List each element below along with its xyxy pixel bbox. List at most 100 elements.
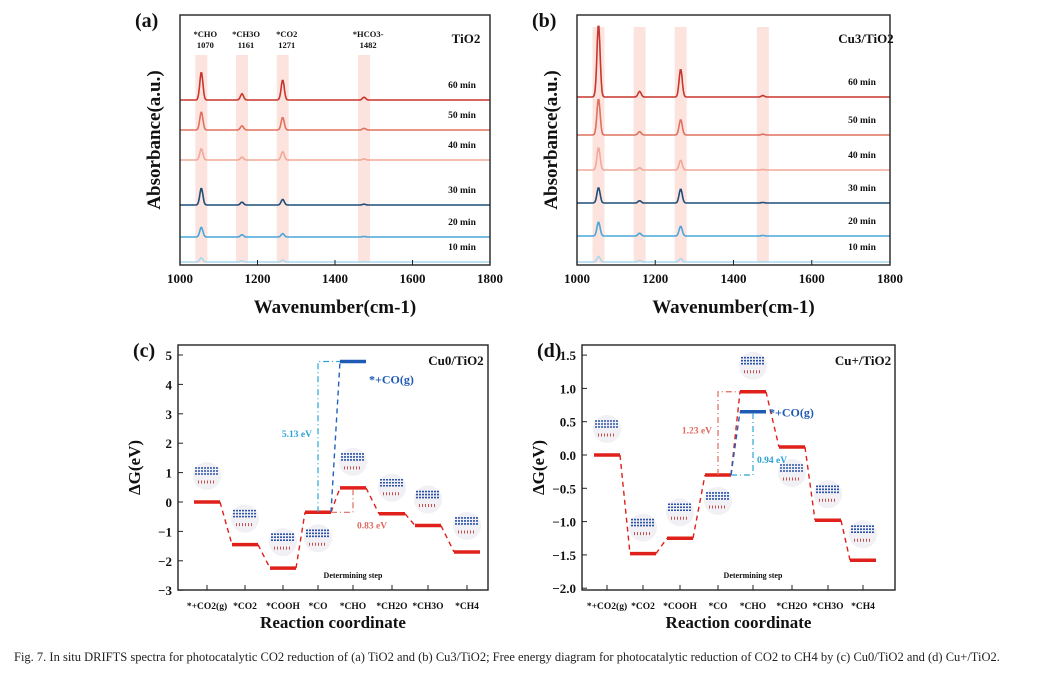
series-label: 50 min: [448, 111, 476, 121]
series-label: 40 min: [448, 141, 476, 151]
adsorbate-structure-icon: [339, 447, 367, 476]
y-tick-label: 0: [166, 495, 173, 510]
y-axis-label: Absorbance(a.u.): [144, 70, 165, 209]
y-tick-label: −2.0: [552, 581, 576, 596]
branch-connector: [330, 361, 341, 513]
x-tick-label: 1600: [400, 271, 426, 286]
energy-connector: [295, 512, 306, 569]
panel-label: (b): [532, 10, 556, 32]
adsorbate-structure-icon: [814, 480, 842, 509]
x-tick-label: *COOH: [663, 602, 697, 612]
y-tick-label: −2: [158, 554, 172, 569]
spectrum-line: [180, 72, 490, 101]
adsorbate-structure-icon: [453, 511, 481, 540]
chart-title: Cu3/TiO2: [838, 31, 893, 46]
x-tick-label: *COOH: [266, 602, 300, 612]
band-label: *CHO: [194, 29, 218, 39]
peak-band: [195, 55, 208, 263]
x-tick-label: *+CO2(g): [187, 601, 227, 612]
adsorbate-structure-icon: [231, 504, 259, 533]
series-label: 10 min: [448, 243, 476, 253]
x-tick-label: *CH4: [851, 602, 875, 612]
series-label: 20 min: [848, 217, 876, 227]
barrier-label: 1.23 eV: [682, 426, 712, 436]
plot-frame: [576, 14, 891, 266]
peak-band: [756, 27, 769, 263]
band-value: 1482: [360, 40, 377, 50]
y-tick-label: 1: [166, 466, 173, 481]
chart-title: Cu0/TiO2: [428, 353, 483, 368]
x-tick-label: *CO2: [631, 602, 655, 612]
energy-connector: [765, 391, 780, 448]
chart-title: TiO2: [452, 31, 481, 46]
energy-connector: [330, 487, 341, 513]
band-value: 1271: [278, 40, 295, 50]
peak-band: [276, 55, 289, 263]
branch-label: *+CO(g): [369, 372, 414, 386]
band-label: *HCO3-: [353, 29, 384, 39]
spectrum-line: [180, 187, 490, 206]
x-axis-label: Reaction coordinate: [260, 613, 406, 632]
y-axis-label: ΔG(eV): [125, 440, 144, 495]
adsorbate-structure-icon: [849, 520, 877, 549]
x-tick-label: *CO: [309, 602, 328, 612]
plot-frame: [179, 14, 491, 266]
series-label: 20 min: [448, 218, 476, 228]
x-axis-label: Wavenumber(cm-1): [652, 297, 815, 318]
adsorbate-structure-icon: [739, 351, 767, 380]
spectrum-line: [577, 25, 890, 98]
y-tick-label: 4: [166, 377, 173, 392]
y-tick-label: −1.0: [552, 515, 576, 530]
barrier-bracket: [331, 489, 354, 513]
series-label: 50 min: [848, 116, 876, 126]
x-tick-label: 1000: [167, 271, 193, 286]
y-tick-label: 3: [166, 407, 173, 422]
adsorbate-structure-icon: [414, 485, 442, 514]
y-tick-label: −0.5: [552, 481, 576, 496]
branch-label: *+CO(g): [769, 406, 814, 420]
x-tick-label: *CHO: [340, 602, 366, 612]
barrier-label: 0.83 eV: [357, 521, 387, 531]
y-tick-label: 5: [166, 348, 173, 363]
y-axis-label: Absorbance(a.u.): [541, 70, 562, 209]
figure-caption: Fig. 7. In situ DRIFTS spectra for photo…: [14, 650, 1000, 664]
adsorbate-structure-icon: [704, 486, 732, 515]
band-label: *CH3O: [232, 29, 260, 39]
energy-connector: [840, 520, 851, 561]
plot-frame: [177, 344, 489, 591]
adsorbate-structure-icon: [378, 473, 406, 502]
spectrum-line: [180, 111, 490, 131]
plot-frame: [581, 344, 896, 591]
spectrum-line: [577, 187, 890, 204]
barrier-bracket: [731, 413, 754, 476]
adsorbate-structure-icon: [269, 528, 297, 557]
x-tick-label: 1200: [245, 271, 271, 286]
x-tick-label: 1800: [877, 271, 903, 286]
determining-step-label: Determining step: [724, 571, 783, 580]
adsorbate-structure-icon: [593, 415, 621, 443]
energy-connector: [655, 537, 668, 554]
series-label: 60 min: [448, 81, 476, 91]
x-tick-label: *+CO2(g): [587, 601, 627, 612]
panel-label: (a): [135, 10, 158, 32]
x-tick-label: 1000: [564, 271, 590, 286]
y-tick-label: 0.5: [560, 415, 577, 430]
band-value: 1070: [197, 40, 214, 50]
adsorbate-structure-icon: [193, 462, 221, 490]
peak-band: [633, 27, 646, 263]
band-label: *CO2: [276, 29, 297, 39]
series-label: 60 min: [848, 78, 876, 88]
x-tick-label: *CH2O: [776, 602, 807, 612]
energy-connector: [219, 501, 233, 545]
barrier-label: 0.94 eV: [757, 456, 787, 466]
x-tick-label: *CH3O: [412, 602, 443, 612]
series-label: 40 min: [848, 151, 876, 161]
x-tick-label: 1400: [322, 271, 348, 286]
y-tick-label: −1: [158, 524, 172, 539]
x-tick-label: 1600: [799, 271, 825, 286]
panel-label: (c): [133, 340, 155, 362]
energy-connector: [365, 487, 380, 515]
x-tick-label: *CH3O: [812, 602, 843, 612]
barrier-bracket: [717, 391, 740, 475]
energy-connector: [404, 513, 416, 526]
